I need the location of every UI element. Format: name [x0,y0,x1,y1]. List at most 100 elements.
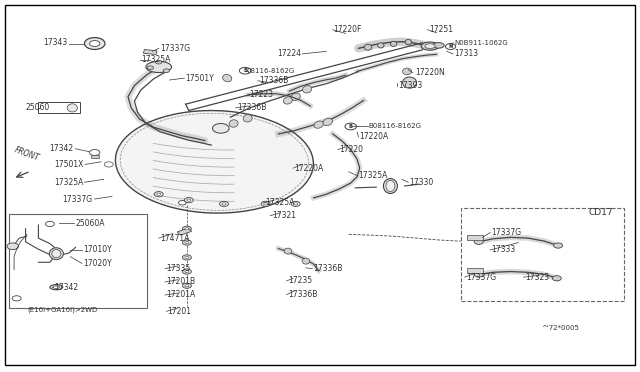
Circle shape [261,201,270,206]
Ellipse shape [243,115,252,122]
Text: 17251: 17251 [429,25,453,34]
Text: 17335: 17335 [166,264,191,273]
Ellipse shape [115,110,314,213]
Bar [467,235,483,240]
Text: FRONT: FRONT [13,145,40,163]
Text: 17223: 17223 [250,90,274,99]
Circle shape [220,201,228,206]
Text: ^'72*0005: ^'72*0005 [541,325,579,331]
Text: 08116-8162G: 08116-8162G [246,68,294,74]
Circle shape [185,256,189,259]
Text: 17337G: 17337G [63,195,93,203]
Circle shape [84,38,105,49]
Circle shape [185,228,189,230]
Circle shape [182,283,191,288]
Ellipse shape [302,258,310,264]
Text: 17336B: 17336B [237,103,266,112]
Circle shape [291,201,300,206]
Text: N: N [449,44,452,49]
Bar [91,155,99,158]
Text: 17020Y: 17020Y [83,259,112,268]
Circle shape [90,150,100,155]
Text: 17220: 17220 [339,145,364,154]
Text: 17313: 17313 [454,49,479,58]
Text: 17336B: 17336B [259,76,289,85]
Circle shape [554,243,563,248]
Text: B: B [243,68,247,73]
Ellipse shape [229,120,238,127]
Text: 17201A: 17201A [166,291,196,299]
Text: 17325A: 17325A [141,55,170,64]
Bar [177,228,191,235]
Text: 17201B: 17201B [166,278,196,286]
Ellipse shape [146,61,172,73]
Text: 17336B: 17336B [314,264,343,273]
Text: 25060A: 25060A [76,219,105,228]
Bar [467,268,483,273]
Circle shape [182,269,191,274]
Circle shape [185,241,189,244]
Circle shape [7,243,19,250]
Circle shape [156,60,162,64]
Text: 17343: 17343 [43,38,67,47]
Text: 17333: 17333 [492,246,516,254]
Text: 17235: 17235 [288,276,312,285]
Text: 17342: 17342 [54,283,79,292]
Text: 17330: 17330 [410,178,434,187]
Ellipse shape [303,86,312,93]
Text: 17220N: 17220N [415,68,444,77]
Text: 17325A: 17325A [54,178,83,187]
Ellipse shape [53,286,60,289]
Text: 17342: 17342 [49,144,74,153]
Ellipse shape [405,39,412,45]
Circle shape [45,221,54,227]
Text: 17501X: 17501X [54,160,83,169]
Circle shape [264,203,268,205]
Circle shape [445,44,456,49]
Ellipse shape [284,97,292,104]
Text: B08116-8162G: B08116-8162G [368,124,421,129]
Bar [9,214,147,308]
Ellipse shape [223,74,232,82]
Text: 17220A: 17220A [294,164,324,173]
Ellipse shape [390,41,397,46]
Bar [461,208,624,301]
Text: 17010Y: 17010Y [83,246,112,254]
Circle shape [552,276,561,281]
Ellipse shape [291,93,300,100]
Circle shape [185,270,189,273]
Circle shape [90,41,100,46]
Circle shape [474,239,483,244]
Text: CD17: CD17 [589,208,613,217]
Ellipse shape [421,42,439,50]
Circle shape [345,123,356,130]
Circle shape [239,67,251,74]
Circle shape [12,296,21,301]
Circle shape [163,69,170,73]
Ellipse shape [67,104,77,112]
Text: 17325A: 17325A [266,198,295,207]
Text: 17321: 17321 [272,211,296,220]
Circle shape [474,272,483,277]
Text: 17325A: 17325A [358,171,388,180]
Bar [38,102,80,113]
Text: (E16I+GA16I)>2WD: (E16I+GA16I)>2WD [27,306,97,313]
Ellipse shape [284,248,292,254]
Ellipse shape [386,180,395,192]
Ellipse shape [403,77,417,88]
Text: 17337G: 17337G [466,273,496,282]
Bar [143,49,157,54]
Ellipse shape [425,44,435,48]
Text: 17220F: 17220F [333,25,361,34]
Circle shape [104,162,113,167]
Ellipse shape [323,118,332,126]
Text: 17393: 17393 [398,81,422,90]
Text: 17323: 17323 [525,273,549,282]
Circle shape [179,201,186,205]
Ellipse shape [314,121,323,128]
Text: 17337G: 17337G [160,44,190,53]
Ellipse shape [364,44,372,50]
Circle shape [222,203,226,205]
Ellipse shape [403,68,412,75]
Circle shape [294,203,298,205]
